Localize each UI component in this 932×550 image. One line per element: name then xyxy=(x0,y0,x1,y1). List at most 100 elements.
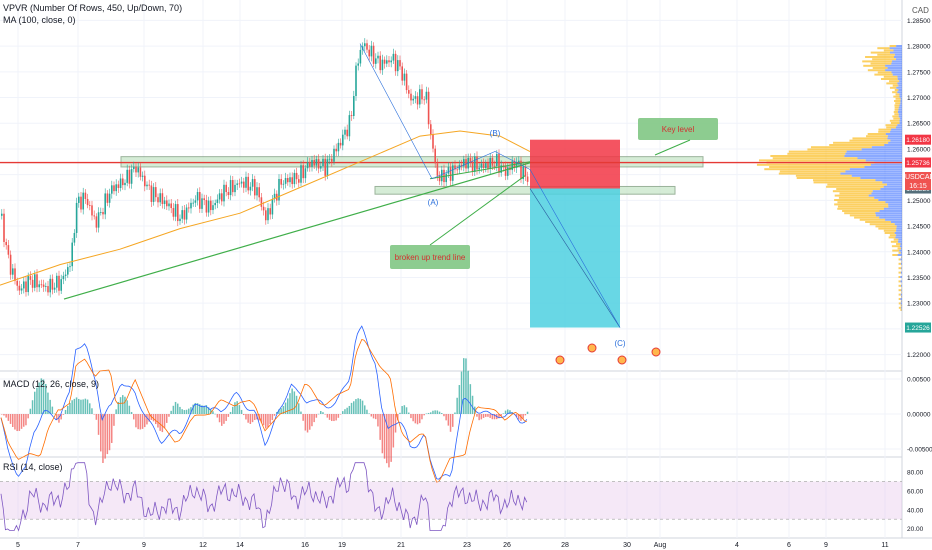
candle-body xyxy=(80,196,82,210)
vp-bar-down xyxy=(900,300,902,303)
countdown-badge: 16:15 xyxy=(905,181,931,190)
vp-bar-up xyxy=(845,152,902,155)
macd-hist-bar xyxy=(14,414,16,430)
vp-bar-down xyxy=(832,190,873,193)
candle-body xyxy=(414,96,417,99)
macd-hist-bar xyxy=(524,414,527,416)
price-tick-label: 1.23500 xyxy=(907,275,931,282)
vp-bar-down xyxy=(893,95,900,98)
vp-bar-up xyxy=(864,166,902,168)
macd-hist-bar xyxy=(502,413,505,414)
candle-body xyxy=(405,73,408,91)
candle-body xyxy=(207,200,210,213)
macd-hist-bar xyxy=(221,414,223,426)
vp-bar-up xyxy=(900,293,902,296)
macd-legend[interactable]: MACD (12, 26, close, 9) xyxy=(3,379,100,389)
vp-bar-down xyxy=(866,135,888,138)
macd-hist-bar xyxy=(194,402,197,414)
macd-hist-bar xyxy=(522,414,524,419)
candle-body xyxy=(342,134,344,146)
candle-body xyxy=(403,73,406,81)
vp-bar-down xyxy=(900,304,902,307)
macd-hist-bar xyxy=(58,414,60,423)
macd-hist-bar xyxy=(172,405,175,414)
macd-hist-bar xyxy=(410,414,412,419)
candle-body xyxy=(9,254,12,275)
vp-bar-up xyxy=(857,157,902,160)
event-icon xyxy=(555,355,565,365)
candle-body xyxy=(47,286,49,293)
macd-hist-bar xyxy=(89,403,91,414)
macd-hist-bar xyxy=(80,399,82,414)
candle-body xyxy=(438,175,441,182)
vp-bar-up xyxy=(891,62,902,65)
candle-body xyxy=(355,65,357,97)
vp-bar-down xyxy=(889,86,897,89)
rsi-legend[interactable]: RSI (14, close) xyxy=(3,462,63,472)
candle-body xyxy=(287,178,289,183)
candle-body xyxy=(317,159,320,169)
resistance-zone xyxy=(120,156,704,168)
vp-bar-up xyxy=(891,71,902,74)
price-badge-label: 1.25736 xyxy=(906,160,930,167)
macd-hist-bar xyxy=(333,414,335,422)
candle-body xyxy=(58,275,60,291)
macd-hist-bar xyxy=(20,414,23,429)
candle-body xyxy=(306,162,309,169)
macd-hist-bar xyxy=(128,405,131,414)
candle-body xyxy=(300,165,302,183)
macd-hist-bar xyxy=(232,406,234,414)
macd-hist-bar xyxy=(379,414,381,440)
vp-bar-down xyxy=(894,104,900,107)
macd-hist-bar xyxy=(135,414,137,428)
candle-body xyxy=(504,166,507,176)
macd-hist-bar xyxy=(108,414,111,451)
vp-bar-down xyxy=(870,51,890,54)
vp-bar-down xyxy=(889,234,897,237)
macd-hist-bar xyxy=(348,405,351,414)
candle-body xyxy=(78,196,80,203)
macd-hist-bar xyxy=(291,388,293,414)
vp-bar-down xyxy=(867,133,886,135)
vpvr-legend[interactable]: VPVR (Number Of Rows, 450, Up/Down, 70) xyxy=(3,3,183,13)
candle-body xyxy=(157,197,159,203)
macd-hist-bar xyxy=(507,409,509,414)
macd-hist-bar xyxy=(60,414,62,420)
vp-bar-down xyxy=(849,214,876,217)
candle-body xyxy=(152,187,155,202)
macd-hist-bar xyxy=(262,414,265,426)
macd-hist-bar xyxy=(430,412,432,414)
vp-bar-up xyxy=(901,300,902,303)
macd-hist-bar xyxy=(520,414,522,421)
candle-body xyxy=(247,176,249,191)
candle-body xyxy=(333,148,335,162)
macd-hist-bar xyxy=(289,393,291,414)
vp-bar-down xyxy=(884,232,895,234)
macd-hist-bar xyxy=(438,411,441,414)
vp-bar-up xyxy=(886,183,902,186)
candle-body xyxy=(377,55,379,59)
macd-hist-bar xyxy=(471,395,474,414)
macd-hist-bar xyxy=(313,414,315,423)
macd-hist-bar xyxy=(293,391,296,414)
macd-hist-bar xyxy=(69,402,71,414)
candle-body xyxy=(258,187,260,198)
candle-body xyxy=(7,245,10,255)
candle-body xyxy=(478,167,480,170)
vp-bar-down xyxy=(893,117,900,120)
rsi-tick-label: 20.00 xyxy=(907,526,924,533)
vp-bar-up xyxy=(893,49,902,52)
vp-bar-up xyxy=(901,284,902,287)
vp-bar-up xyxy=(865,159,902,162)
vp-bar-up xyxy=(900,280,902,283)
macd-hist-bar xyxy=(225,414,227,421)
time-tick-label: 14 xyxy=(236,542,244,549)
candle-body xyxy=(23,281,25,289)
vp-bar-up xyxy=(897,111,902,113)
vp-bar-up xyxy=(900,243,902,245)
ma-legend[interactable]: MA (100, close, 0) xyxy=(3,15,76,25)
macd-hist-bar xyxy=(326,414,329,418)
event-icon xyxy=(651,347,661,357)
macd-hist-bar xyxy=(456,397,458,414)
